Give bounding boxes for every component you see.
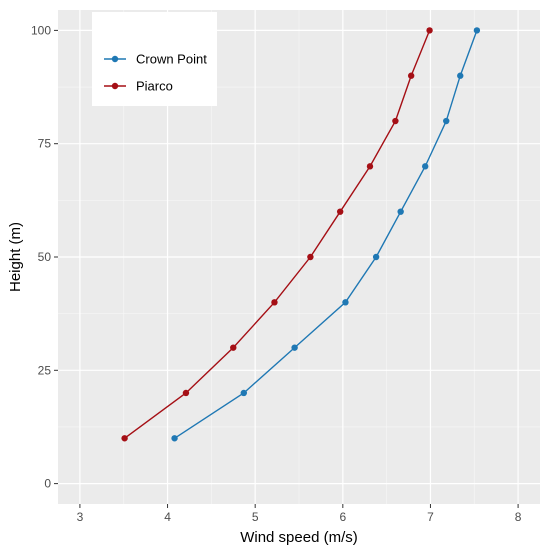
data-point xyxy=(407,72,415,79)
data-point xyxy=(421,163,429,170)
series-line xyxy=(174,30,478,439)
legend-item: Crown Point xyxy=(104,52,207,67)
y-tick-label: 50 xyxy=(38,250,52,264)
y-axis: 0 25 50 75 100 xyxy=(31,23,58,491)
y-tick-label: 75 xyxy=(38,137,52,151)
x-tick-label: 4 xyxy=(164,510,171,524)
series-piarco xyxy=(121,27,433,442)
y-tick-label: 100 xyxy=(31,23,51,37)
data-point xyxy=(426,27,433,34)
legend-label: Piarco xyxy=(136,79,173,94)
data-point xyxy=(392,117,399,125)
x-tick-label: 8 xyxy=(515,510,522,524)
data-point xyxy=(372,253,380,261)
data-point xyxy=(443,117,450,125)
data-point xyxy=(307,253,314,261)
y-axis-title: Height (m) xyxy=(7,222,24,292)
legend-label: Crown Point xyxy=(136,52,207,67)
data-point xyxy=(336,208,344,215)
x-axis-title: Wind speed (m/s) xyxy=(240,529,358,546)
data-point xyxy=(230,344,237,351)
data-point xyxy=(397,208,404,215)
data-point xyxy=(457,72,464,79)
series-crown-point xyxy=(171,27,481,442)
data-point xyxy=(182,389,190,397)
series-line xyxy=(124,30,431,439)
data-point xyxy=(171,435,178,442)
data-point xyxy=(291,344,298,351)
x-axis: 3 4 5 6 7 8 xyxy=(77,504,522,524)
series-layer xyxy=(121,27,481,442)
x-tick-label: 6 xyxy=(339,510,346,524)
data-point xyxy=(473,27,481,34)
data-point xyxy=(240,389,247,397)
legend-key-point xyxy=(111,82,119,90)
x-tick-label: 5 xyxy=(252,510,259,524)
data-point xyxy=(271,299,278,306)
legend-item: Piarco xyxy=(104,79,173,94)
legend-key-point xyxy=(111,55,119,63)
x-tick-label: 7 xyxy=(427,510,434,524)
x-tick-label: 3 xyxy=(77,510,84,524)
data-point xyxy=(121,435,128,442)
legend: Crown Point Piarco xyxy=(92,12,217,106)
data-point xyxy=(366,163,374,170)
y-tick-label: 0 xyxy=(44,477,51,491)
y-tick-label: 25 xyxy=(38,363,52,377)
data-point xyxy=(342,299,349,306)
major-gridlines xyxy=(58,10,540,504)
